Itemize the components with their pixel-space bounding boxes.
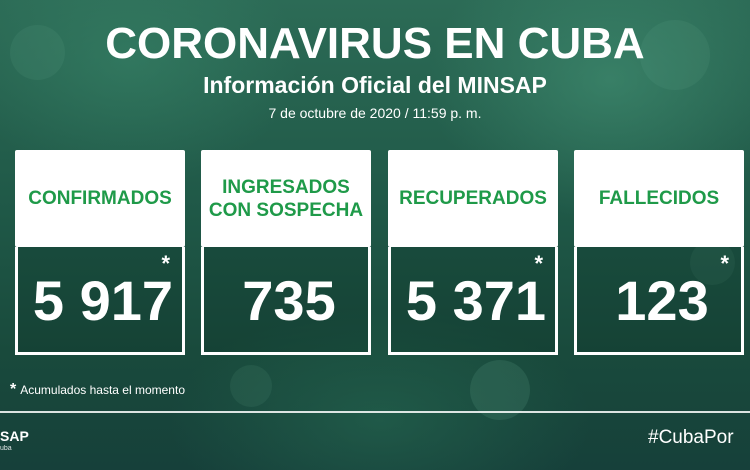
virus-decoration: [640, 20, 710, 90]
footnote: * Acumulados hasta el momento: [10, 382, 185, 398]
footer-divider: [0, 411, 750, 413]
card-value-box: * 123: [574, 247, 744, 355]
hashtag: #CubaPor: [648, 427, 734, 448]
virus-decoration: [690, 240, 735, 285]
brand-name: SAP: [0, 428, 29, 444]
card-value-box: * 5 917: [15, 247, 185, 355]
asterisk-mark: *: [534, 251, 543, 276]
card-label-line: INGRESADOS: [222, 176, 350, 198]
virus-decoration: [10, 25, 65, 80]
card-value: 5 371: [405, 269, 547, 332]
virus-decoration: [230, 365, 272, 407]
report-date: 7 de octubre de 2020 / 11:59 p. m.: [268, 105, 482, 121]
card-value: 123: [615, 269, 709, 332]
footnote-text: Acumulados hasta el momento: [20, 383, 185, 397]
brand-subtext: uba: [0, 445, 12, 452]
footnote-asterisk: *: [10, 381, 17, 398]
virus-decoration: [470, 360, 530, 420]
card-label-line: CON SOSPECHA: [208, 199, 364, 221]
card-value: 735: [242, 269, 336, 332]
card-ingresados-con-sospecha: INGRESADOS CON SOSPECHA 735: [201, 150, 371, 355]
card-label: CONFIRMADOS: [15, 150, 185, 247]
asterisk-mark: *: [720, 251, 729, 276]
card-label: RECUPERADOS: [388, 150, 558, 247]
header: CORONAVIRUS EN CUBA Información Oficial …: [0, 18, 750, 122]
card-label: INGRESADOS CON SOSPECHA: [201, 150, 371, 247]
card-value-box: * 5 371: [388, 247, 558, 355]
card-label: FALLECIDOS: [574, 150, 744, 247]
card-fallecidos: FALLECIDOS * 123: [574, 150, 744, 355]
card-confirmados: CONFIRMADOS * 5 917: [15, 150, 185, 355]
asterisk-mark: *: [161, 251, 170, 276]
card-value-box: 735: [201, 247, 371, 355]
card-value: 5 917: [32, 269, 174, 332]
card-recuperados: RECUPERADOS * 5 371: [388, 150, 558, 355]
page-title: CORONAVIRUS EN CUBA: [105, 19, 645, 68]
page-subtitle: Información Oficial del MINSAP: [203, 72, 547, 98]
brand-logo: SAP uba: [0, 428, 29, 453]
